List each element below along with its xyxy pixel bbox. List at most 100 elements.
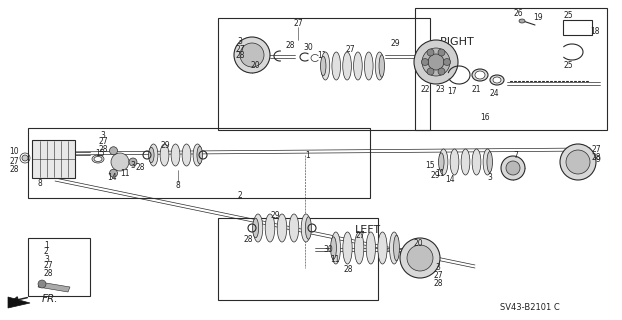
Circle shape — [240, 43, 264, 67]
Ellipse shape — [364, 52, 373, 80]
Text: 29: 29 — [430, 171, 440, 180]
Text: 11: 11 — [317, 51, 327, 60]
Text: 24: 24 — [489, 89, 499, 98]
Polygon shape — [32, 140, 75, 178]
Ellipse shape — [450, 149, 459, 175]
Ellipse shape — [366, 232, 376, 264]
Text: 3: 3 — [44, 254, 49, 263]
Circle shape — [234, 37, 270, 73]
Polygon shape — [8, 297, 30, 308]
Ellipse shape — [289, 214, 299, 242]
Text: 28: 28 — [434, 278, 443, 287]
Ellipse shape — [149, 144, 158, 166]
Circle shape — [427, 68, 434, 75]
Circle shape — [428, 54, 444, 70]
Text: 14: 14 — [445, 175, 455, 185]
Text: 9: 9 — [595, 156, 600, 164]
Circle shape — [38, 280, 46, 288]
Text: 28: 28 — [9, 164, 19, 173]
Text: 11: 11 — [120, 170, 130, 179]
Circle shape — [400, 238, 440, 278]
Text: 2: 2 — [44, 247, 49, 257]
Ellipse shape — [253, 218, 259, 238]
Text: 16: 16 — [480, 113, 490, 122]
Text: 26: 26 — [513, 10, 523, 19]
Circle shape — [566, 150, 590, 174]
Ellipse shape — [301, 214, 311, 242]
Text: 3: 3 — [101, 131, 106, 140]
Circle shape — [422, 59, 429, 66]
Circle shape — [109, 147, 118, 155]
Ellipse shape — [320, 56, 326, 76]
Ellipse shape — [305, 217, 312, 239]
Text: 2: 2 — [238, 191, 243, 201]
Text: RIGHT: RIGHT — [440, 37, 475, 47]
Text: SV43-B2101 C: SV43-B2101 C — [500, 303, 560, 313]
Bar — [28, 238, 90, 296]
Text: 27: 27 — [433, 270, 443, 279]
Text: 27: 27 — [9, 156, 19, 165]
Text: 19: 19 — [533, 13, 543, 22]
Ellipse shape — [193, 144, 202, 166]
Text: 22: 22 — [420, 84, 430, 93]
Ellipse shape — [472, 149, 481, 175]
Ellipse shape — [343, 52, 351, 80]
Ellipse shape — [378, 232, 387, 264]
Circle shape — [560, 144, 596, 180]
Text: 28: 28 — [243, 236, 253, 244]
Circle shape — [427, 49, 434, 56]
Text: 28: 28 — [135, 164, 145, 172]
Ellipse shape — [490, 75, 504, 85]
Text: 28: 28 — [44, 268, 53, 277]
Text: 20: 20 — [250, 60, 260, 69]
Circle shape — [22, 155, 28, 161]
Ellipse shape — [472, 69, 488, 81]
Ellipse shape — [149, 147, 154, 163]
Text: FR.: FR. — [42, 294, 58, 304]
Text: 28: 28 — [98, 145, 108, 154]
Bar — [415, 8, 607, 130]
Ellipse shape — [389, 232, 399, 264]
Circle shape — [506, 161, 520, 175]
Ellipse shape — [197, 146, 202, 164]
Text: 25: 25 — [563, 60, 573, 69]
Text: 15: 15 — [425, 161, 435, 170]
Ellipse shape — [439, 153, 444, 171]
Text: 11: 11 — [330, 254, 340, 263]
Text: 30: 30 — [323, 245, 333, 254]
Text: 27: 27 — [235, 44, 245, 53]
Ellipse shape — [355, 232, 364, 264]
Ellipse shape — [160, 144, 169, 166]
Text: 30: 30 — [303, 43, 313, 52]
Ellipse shape — [277, 214, 287, 242]
Ellipse shape — [394, 235, 399, 261]
Text: 23: 23 — [435, 84, 445, 93]
Ellipse shape — [353, 52, 362, 80]
Ellipse shape — [331, 232, 340, 264]
Text: 15: 15 — [95, 148, 105, 157]
Circle shape — [422, 48, 450, 76]
Text: 20: 20 — [413, 239, 423, 249]
Ellipse shape — [379, 55, 384, 77]
Polygon shape — [38, 282, 70, 292]
Text: 11: 11 — [435, 170, 445, 179]
Text: LEFT: LEFT — [355, 225, 381, 235]
Ellipse shape — [461, 149, 470, 175]
Circle shape — [501, 156, 525, 180]
Ellipse shape — [171, 144, 180, 166]
Text: 29: 29 — [270, 211, 280, 220]
Text: 17: 17 — [447, 87, 457, 97]
Text: 25: 25 — [563, 11, 573, 20]
Ellipse shape — [375, 52, 384, 80]
Ellipse shape — [475, 71, 485, 79]
Bar — [28, 128, 370, 198]
Ellipse shape — [332, 52, 341, 80]
Text: 7: 7 — [514, 150, 519, 159]
Ellipse shape — [493, 77, 501, 83]
Circle shape — [129, 158, 137, 166]
Text: 1: 1 — [44, 241, 49, 250]
Text: 27: 27 — [98, 138, 108, 147]
Bar — [218, 18, 430, 130]
Ellipse shape — [343, 232, 352, 264]
Text: 28: 28 — [285, 41, 295, 50]
